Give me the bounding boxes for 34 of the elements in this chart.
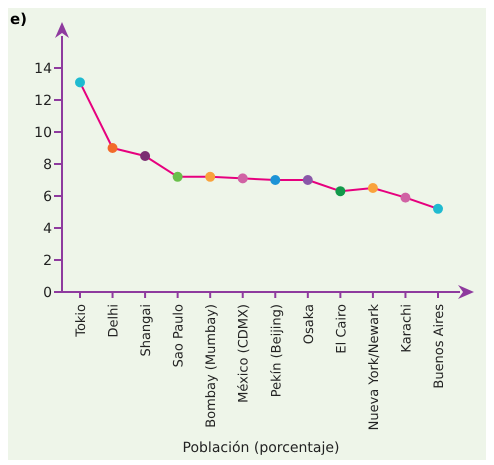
x-tick-label: Pekín (Beijing) <box>269 304 284 398</box>
x-tick-label: Osaka <box>302 304 317 344</box>
point <box>238 173 248 184</box>
y-tick-label: 4 <box>43 220 52 237</box>
x-tick-label: Buenos Aires <box>432 304 447 389</box>
x-tick-label: Nueva York/Newark <box>366 304 382 430</box>
x-tick-label: México (CDMX) <box>236 304 252 403</box>
x-tick-label: Tokio <box>74 304 89 338</box>
point <box>400 192 410 203</box>
x-tick-label: Karachi <box>399 304 414 353</box>
point <box>140 151 150 161</box>
y-tick-label: 6 <box>43 188 52 205</box>
y-tick-label: 10 <box>34 124 52 141</box>
point <box>205 172 216 182</box>
y-tick-label: 0 <box>43 284 52 301</box>
x-tick-label: Shangai <box>139 304 154 357</box>
y-tick-label: 2 <box>43 252 52 269</box>
x-tick-label: Delhi <box>106 304 122 338</box>
x-tick-label: El Cairo <box>334 304 350 354</box>
y-tick-label: 8 <box>43 156 52 173</box>
y-tick-label: 12 <box>34 92 52 109</box>
point <box>270 175 280 185</box>
point <box>368 183 378 193</box>
point <box>433 204 443 214</box>
point <box>302 175 313 185</box>
point <box>335 186 346 196</box>
point <box>75 77 85 88</box>
point <box>172 172 183 182</box>
x-tick-label: Sao Paulo <box>172 304 187 368</box>
x-tick-label: Bombay (Mumbay) <box>204 304 220 428</box>
point <box>108 143 118 153</box>
chart-title: e) <box>10 10 28 28</box>
y-tick-label: 14 <box>34 60 52 77</box>
x-axis-title: Población (porcentaje) <box>182 440 340 456</box>
